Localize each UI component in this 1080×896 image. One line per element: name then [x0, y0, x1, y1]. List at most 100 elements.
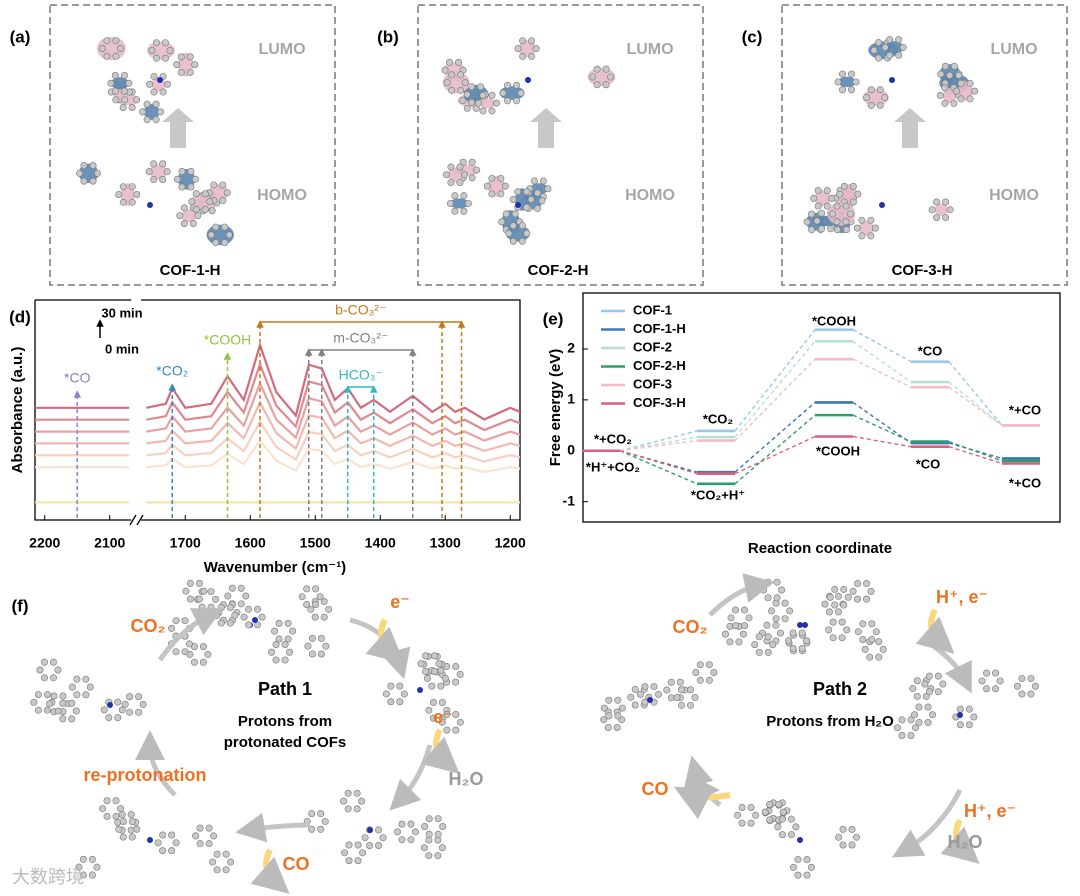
atom: [307, 605, 315, 613]
path-subtitle: Protons from: [238, 713, 332, 730]
path-subtitle: Protons from H₂O: [766, 713, 894, 730]
atom: [677, 701, 685, 709]
atom: [839, 825, 847, 833]
atom: [286, 648, 294, 656]
structure-name: COF-2-H: [528, 262, 589, 279]
atom: [191, 61, 199, 69]
step-label: CO₂: [673, 617, 708, 637]
atom: [983, 685, 991, 693]
step-label: CO: [642, 779, 669, 799]
atom: [523, 203, 531, 211]
atom: [518, 237, 526, 245]
atom: [254, 621, 262, 629]
atom: [840, 601, 848, 609]
atom: [867, 232, 875, 240]
atom: [761, 808, 769, 816]
atom: [68, 699, 76, 707]
atom: [504, 97, 512, 105]
atom: [345, 857, 353, 865]
atom: [605, 712, 613, 720]
panel-label: (f): [12, 596, 29, 615]
atom: [775, 800, 783, 808]
atom: [924, 703, 932, 711]
step-label: e⁻: [433, 707, 453, 727]
atom: [208, 207, 216, 215]
atom: [68, 683, 76, 691]
atom: [191, 175, 199, 183]
atom: [271, 627, 279, 635]
step-label: H⁺, e⁻: [936, 587, 988, 607]
atom: [867, 86, 875, 94]
lumo-label: LUMO: [626, 41, 673, 58]
atom: [177, 53, 185, 61]
connector: [734, 435, 816, 475]
atom: [803, 871, 811, 879]
orbital: [814, 190, 831, 207]
atom: [80, 162, 88, 170]
step-label: H₂O: [449, 769, 484, 789]
orbital: [862, 89, 889, 107]
atom: [187, 183, 195, 191]
nitrogen: [252, 617, 258, 623]
atom: [705, 676, 713, 684]
transition-arrow: [162, 108, 194, 148]
atom: [340, 797, 348, 805]
atom: [509, 196, 517, 204]
atom: [213, 850, 221, 858]
atom: [242, 592, 250, 600]
time-label: 30 min: [101, 305, 142, 320]
atom: [886, 51, 894, 59]
atom: [40, 674, 48, 682]
atom: [189, 219, 197, 227]
atom: [73, 675, 81, 683]
panel-label: (e): [543, 309, 564, 328]
atom: [992, 669, 1000, 677]
level-label: *CO: [918, 343, 943, 358]
atom: [115, 191, 123, 199]
nitrogen: [647, 697, 653, 703]
atom: [834, 592, 842, 600]
atom: [509, 237, 517, 245]
atom: [769, 641, 777, 649]
atom: [443, 711, 451, 719]
atom: [119, 103, 127, 111]
atom: [119, 817, 127, 825]
atom: [913, 677, 921, 685]
path-title: Path 1: [258, 679, 312, 699]
atom: [119, 198, 127, 206]
atom: [112, 812, 120, 820]
atom: [732, 622, 740, 630]
atom: [895, 51, 903, 59]
atom: [308, 810, 316, 818]
spectrum: [35, 419, 521, 463]
atom: [180, 219, 188, 227]
atom: [152, 54, 160, 62]
atom: [222, 850, 230, 858]
level-label: *H⁺+CO₂: [586, 459, 640, 474]
atom: [912, 724, 920, 732]
product-arrow: [673, 786, 731, 820]
atom: [316, 593, 324, 601]
nitrogen: [417, 687, 423, 693]
x-tick-label: 2100: [94, 535, 125, 551]
atom: [119, 183, 127, 191]
atom: [863, 94, 871, 102]
atom: [907, 732, 915, 740]
y-tick-label: 0: [567, 441, 575, 457]
atom: [88, 871, 96, 879]
atom: [205, 824, 213, 832]
atom: [172, 839, 180, 847]
atom: [739, 630, 747, 638]
atom: [915, 703, 923, 711]
atom: [879, 645, 887, 653]
plot-frame: [582, 292, 1061, 523]
atom: [501, 182, 509, 190]
atom: [112, 52, 120, 60]
atom: [1013, 682, 1021, 690]
atom: [942, 198, 950, 206]
atom: [359, 849, 367, 857]
level-label: *+CO: [1009, 402, 1041, 417]
legend-label: COF-1: [633, 302, 672, 317]
atom: [875, 653, 883, 661]
annotation-label: m-CO₃²⁻: [333, 330, 388, 346]
